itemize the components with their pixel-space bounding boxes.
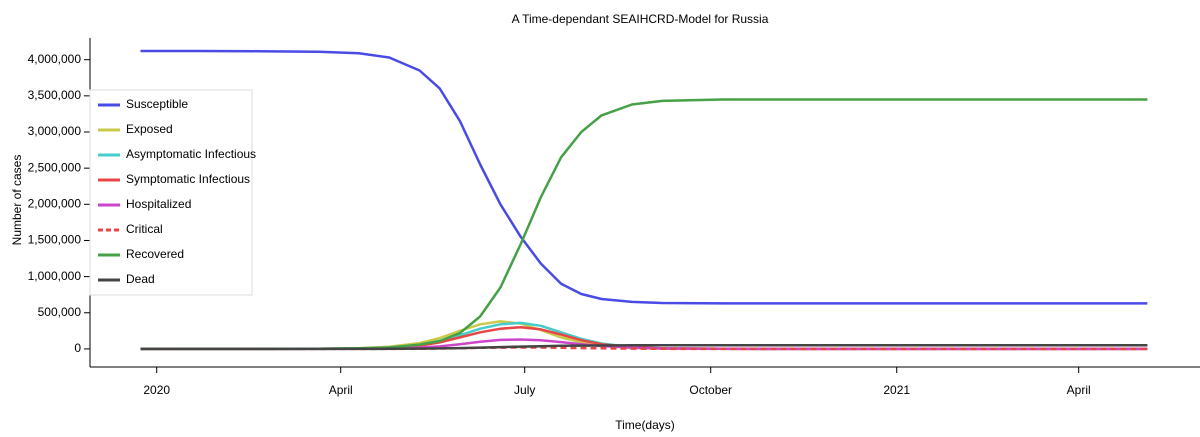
x-tick-label: April: [329, 383, 353, 397]
y-axis-label: Number of cases: [10, 155, 24, 246]
series-line: [140, 343, 1148, 351]
y-tick-label: 4,000,000: [28, 52, 82, 66]
legend-box: [89, 89, 253, 296]
series-line: [140, 98, 1148, 351]
legend-label: Critical: [126, 222, 163, 236]
y-tick-label: 3,500,000: [28, 88, 82, 102]
series-line: [140, 49, 1148, 305]
x-tick-label: 2021: [883, 383, 910, 397]
x-tick-label: October: [689, 383, 732, 397]
legend-label: Dead: [126, 272, 155, 286]
legend-label: Hospitalized: [126, 197, 191, 211]
y-tick-label: 3,000,000: [28, 124, 82, 138]
y-tick-label: 1,000,000: [28, 269, 82, 283]
legend-label: Susceptible: [126, 97, 188, 111]
x-tick-label: July: [514, 383, 535, 397]
legend-label: Symptomatic Infectious: [126, 172, 250, 186]
y-tick-label: 2,000,000: [28, 196, 82, 210]
legend-label: Exposed: [126, 122, 173, 136]
chart-title: A Time-dependant SEAIHCRD-Model for Russ…: [512, 12, 769, 26]
x-axis-label: Time(days): [615, 418, 675, 432]
legend-label: Recovered: [126, 247, 184, 261]
x-tick-label: April: [1067, 383, 1091, 397]
y-tick-label: 2,500,000: [28, 160, 82, 174]
y-tick-label: 1,500,000: [28, 233, 82, 247]
x-tick-label: 2020: [143, 383, 170, 397]
y-tick-label: 500,000: [38, 305, 82, 319]
legend-label: Asymptomatic Infectious: [126, 147, 256, 161]
y-tick-label: 0: [74, 341, 81, 355]
